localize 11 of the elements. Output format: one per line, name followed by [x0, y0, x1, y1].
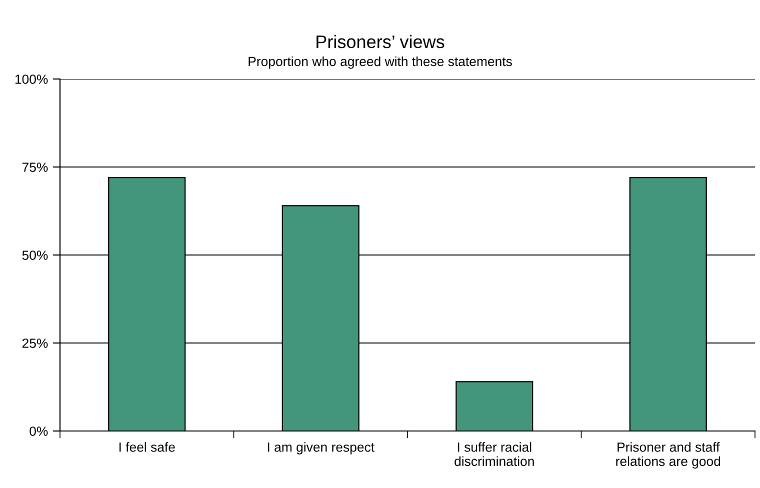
y-tick-label: 75% — [22, 162, 48, 172]
chart-subtitle: Proportion who agreed with these statements — [248, 56, 512, 69]
x-tick-label: I am given respect — [268, 442, 374, 454]
x-tick-label: I suffer racial discrimination — [454, 442, 534, 466]
x-tick-label: I feel safe — [119, 442, 175, 452]
chart-title: Prisoners’ views — [316, 34, 444, 48]
y-tick-label: 25% — [22, 338, 48, 348]
x-tick-label: Prisoner and staff relations are good — [616, 442, 720, 469]
y-tick-label: 50% — [22, 250, 48, 260]
y-tick-label: 100% — [15, 74, 48, 84]
y-tick-label: 0% — [30, 426, 48, 436]
